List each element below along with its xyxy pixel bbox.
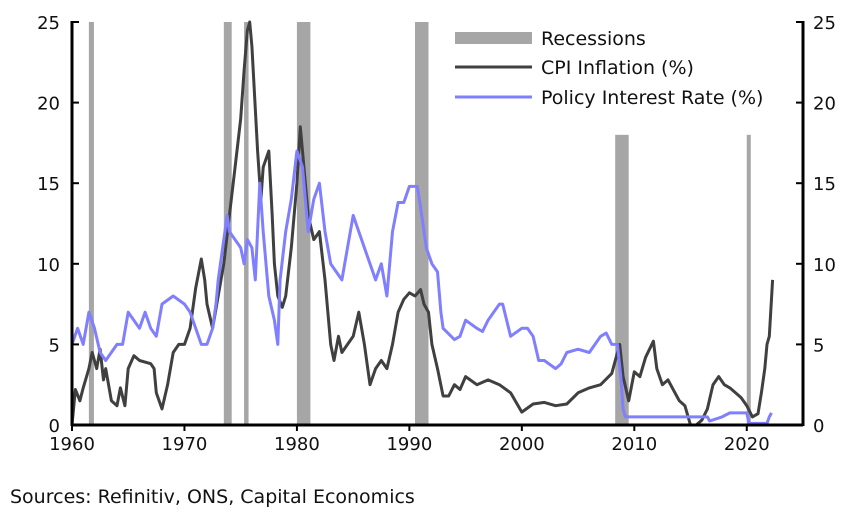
legend: Recessions CPI Inflation (%) Policy Inte… [455,28,763,109]
y-tick-label-right: 15 [813,174,836,195]
cpi-inflation-line [70,20,775,427]
y-tick-label-left: 10 [37,255,60,276]
policy-rate-line [70,149,773,425]
x-tick-label: 1980 [274,434,320,455]
x-tick-label: 2020 [724,434,770,455]
y-tick-label-left: 5 [49,335,60,356]
x-tick-label: 1970 [162,434,208,455]
y-tick-label-right: 25 [813,13,836,34]
recession-band [244,22,249,425]
recession-band [746,134,751,425]
y-tick-label-left: 20 [37,94,60,115]
x-tick-label: 2000 [499,434,545,455]
y-tick-label-right: 0 [813,416,824,437]
recession-bands [88,22,751,425]
source-note: Sources: Refinitiv, ONS, Capital Economi… [10,486,415,508]
y-tick-label-left: 25 [37,13,60,34]
legend-swatch-recessions [455,32,532,44]
recession-band [296,22,311,425]
legend-label-rate: Policy Interest Rate (%) [541,87,763,109]
x-tick-label: 1990 [386,434,432,455]
series-lines [70,20,775,427]
x-tick-label: 2010 [611,434,657,455]
legend-label-cpi: CPI Inflation (%) [541,57,694,79]
y-tick-label-left: 0 [49,416,60,437]
y-tick-label-right: 20 [813,94,836,115]
y-tick-label-right: 10 [813,255,836,276]
x-tick-label: 1960 [49,434,95,455]
y-tick-label-right: 5 [813,335,824,356]
recession-band [88,22,94,425]
y-tick-label-left: 15 [37,174,60,195]
legend-label-recessions: Recessions [541,28,646,50]
